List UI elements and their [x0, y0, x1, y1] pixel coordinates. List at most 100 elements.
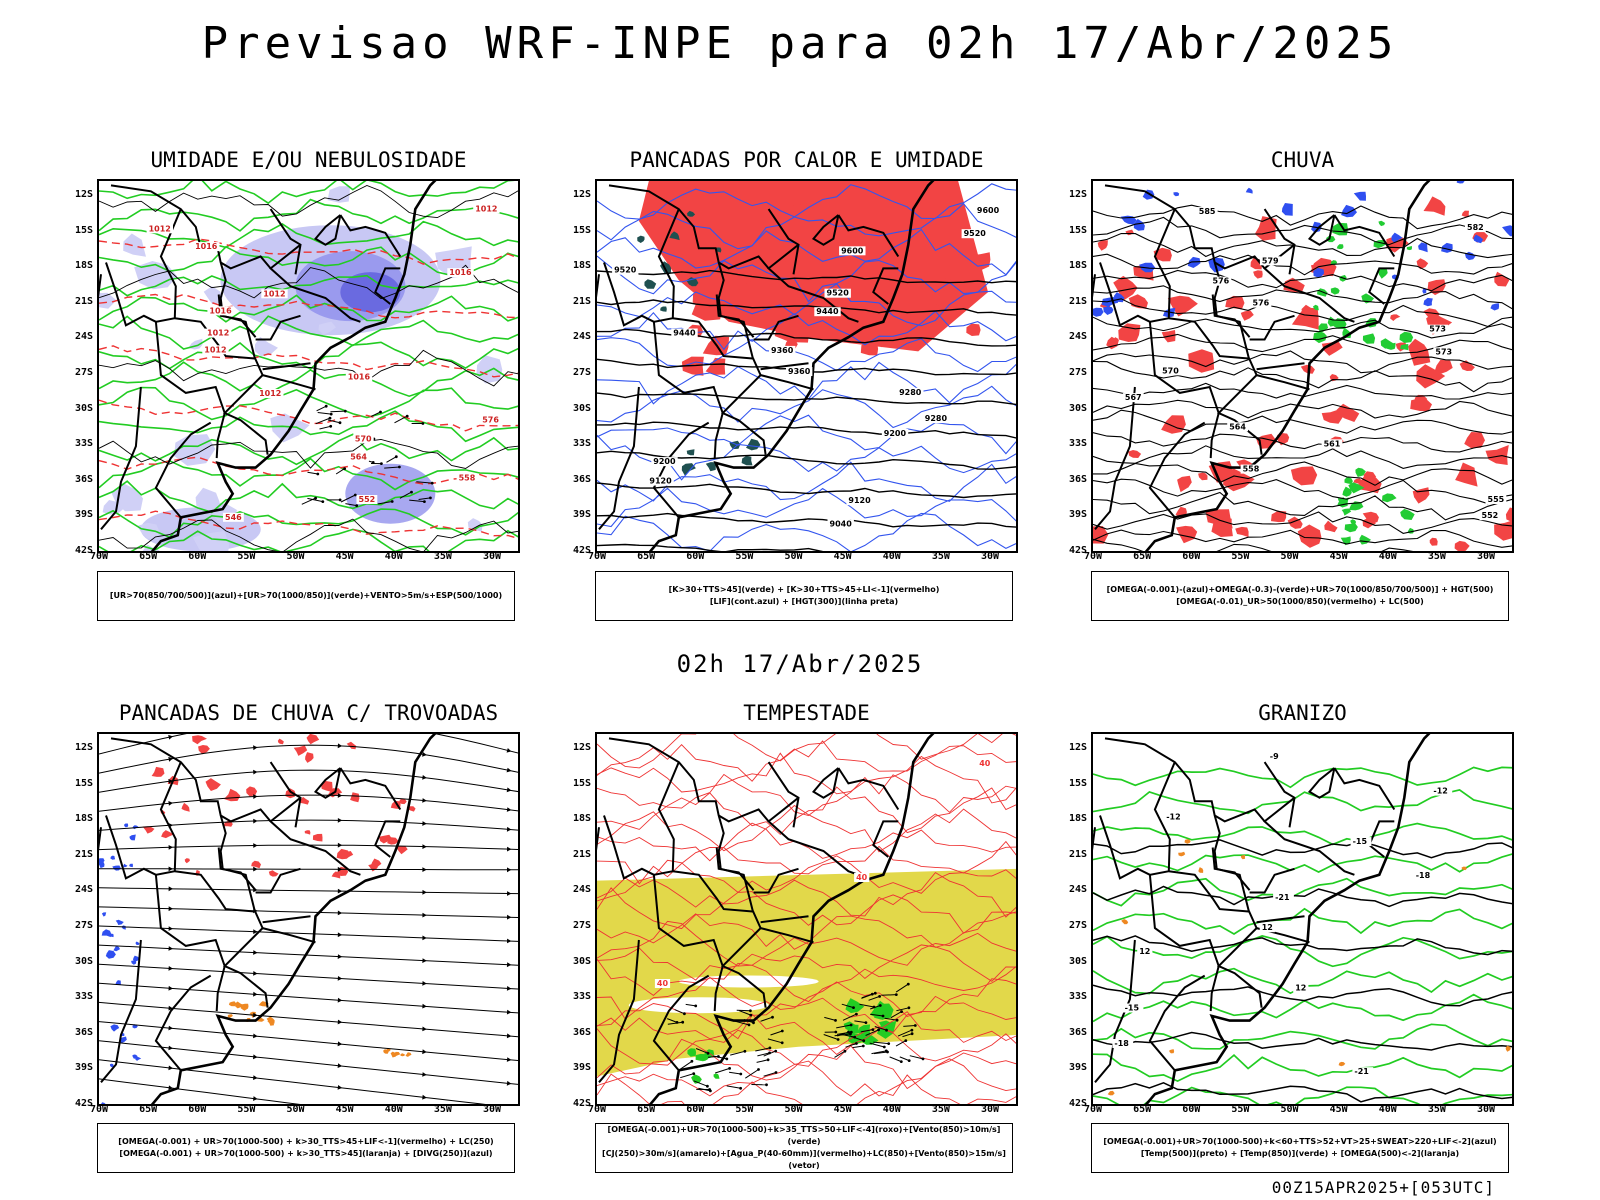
height-contour-line	[1093, 529, 1512, 548]
thickness-contour	[99, 238, 518, 540]
lat-tick-label: 39S	[572, 509, 591, 521]
water-contour-line	[597, 773, 1016, 816]
lat-tick-label: 42S	[1068, 1098, 1087, 1109]
strong-omega-region-cell	[1344, 523, 1358, 533]
wind-vector	[861, 992, 876, 999]
map-pancadas-trovoadas[interactable]	[97, 732, 520, 1106]
shower-region-cell	[405, 1052, 412, 1057]
lat-tick-label: 36S	[74, 473, 93, 485]
lon-tick-label: 45W	[335, 1104, 354, 1115]
water-contour-line	[597, 995, 1016, 1040]
contour-label: 9200	[884, 429, 907, 438]
contour-label: 9360	[788, 367, 811, 376]
political-border	[105, 761, 182, 880]
lon-tick-label: 50W	[286, 1104, 305, 1115]
contour-label: -9	[1270, 752, 1279, 761]
panel-title-pancadas-calor: PANCADAS POR CALOR E UMIDADE	[629, 148, 984, 172]
political-border	[811, 767, 840, 799]
wind-vector	[850, 1036, 864, 1042]
wind-vector	[903, 1025, 916, 1027]
thunderstorm-region-cell	[251, 860, 261, 869]
map-granizo[interactable]: -9 -12 -12 -15 -18 -21 12 12 12 -15 -18 -21	[1091, 732, 1514, 1106]
thunderstorm-region-cell	[387, 837, 399, 845]
lat-tick-label: 12S	[74, 742, 93, 753]
wind-vector-head	[390, 500, 394, 503]
wind-vector	[824, 1016, 836, 1021]
lat-tick-label: 30S	[572, 955, 591, 967]
temp-850-contour-line	[1093, 1086, 1512, 1104]
wind-vector	[834, 1050, 846, 1058]
rain-region-cell	[1416, 364, 1446, 389]
contour-label-bg	[1137, 947, 1153, 957]
map-pancadas-calor[interactable]: 9600 9520 9600 9520 9520 9440 9440 9360 9360 9280…	[595, 179, 1018, 553]
water-contour-line	[597, 786, 1016, 836]
political-border	[598, 386, 640, 530]
shower-region-cell	[394, 1051, 401, 1056]
wind-vector	[881, 994, 897, 996]
wind-vector-head	[739, 1086, 742, 1090]
wind-vector	[307, 471, 318, 475]
streamline-arrow	[253, 818, 258, 824]
omega-region-cell	[1208, 257, 1225, 273]
streamline-arrow	[168, 734, 173, 740]
contour-label: 9360	[771, 346, 794, 355]
thickness-contour-line	[99, 238, 518, 265]
political-border	[174, 870, 255, 913]
divergence-region-cell	[110, 855, 116, 860]
lat-tick-label: 30S	[74, 402, 93, 414]
humidity-contour-line	[99, 410, 518, 443]
shower-region-cell	[234, 1001, 244, 1009]
streamline-arrow	[168, 985, 173, 991]
height-contour-line	[1093, 461, 1512, 486]
strong-omega-region-cell	[1313, 304, 1319, 311]
contour-label-bg	[356, 495, 378, 504]
map-tempestade[interactable]: 40 40 40	[595, 732, 1018, 1106]
wind-vector	[845, 1043, 857, 1048]
legend-line: [OMEGA(-0.001)+UR>70(1000-500)+k<60+TTS>…	[1103, 1137, 1497, 1146]
political-border	[1094, 386, 1136, 530]
contour-label-bg	[456, 473, 478, 483]
rain-region-cell	[1429, 537, 1438, 546]
water-contour-line	[597, 822, 1016, 862]
political-border	[652, 321, 724, 414]
streamline-arrow	[337, 888, 343, 894]
thunderstorm-region	[142, 734, 416, 879]
contour-label: 1012	[149, 224, 171, 233]
lon-tick-label: 40W	[882, 1104, 901, 1115]
wind-vector-head	[900, 1010, 903, 1013]
lon-tick-label: 40W	[384, 1104, 403, 1115]
lat-tick-label: 24S	[1068, 884, 1087, 896]
rain-region-cell	[1188, 349, 1215, 373]
lat-tick-label: 18S	[572, 813, 591, 825]
rain-region-cell	[1353, 478, 1363, 485]
convective-patch-cell	[644, 279, 657, 289]
contour-label: 576	[482, 416, 499, 425]
wind-vector	[370, 411, 381, 417]
omega-region-cell	[1465, 251, 1476, 261]
thunderstorm-region-cell	[277, 738, 284, 745]
map-chuva[interactable]: 585 582 579 576 576 573 573 570 567 564 561 558 555 5…	[1091, 179, 1514, 553]
streamline-arrow	[506, 807, 512, 812]
wind-vector	[823, 1034, 839, 1040]
streamline-arrow	[168, 1085, 173, 1091]
map-umidade[interactable]: 1012 1012 1016 1016 1012 1016 1012 1012 1016 1012…	[97, 179, 520, 553]
political-border	[713, 965, 724, 1012]
streamline-arrow	[422, 867, 427, 872]
water-contour-line	[597, 1073, 1016, 1104]
wind-vector	[340, 494, 356, 503]
rain-region-cell	[1408, 345, 1419, 353]
political-border	[767, 761, 800, 828]
streamline-arrow	[422, 981, 427, 986]
omega-region-cell	[1418, 242, 1428, 253]
political-border	[313, 767, 342, 799]
hail-region-cell	[1240, 855, 1246, 860]
political-border	[1256, 362, 1305, 371]
thunderstorm-region-cell	[198, 745, 210, 755]
lat-tick-label: 30S	[74, 955, 93, 967]
wind-850-region-cell	[845, 998, 865, 1014]
thunderstorm-region-cell	[346, 741, 357, 750]
wind-vector-head	[849, 1023, 853, 1027]
contour-label-bg	[345, 372, 373, 382]
contour-label: -12	[1166, 813, 1180, 822]
wind-vector	[884, 1017, 898, 1021]
